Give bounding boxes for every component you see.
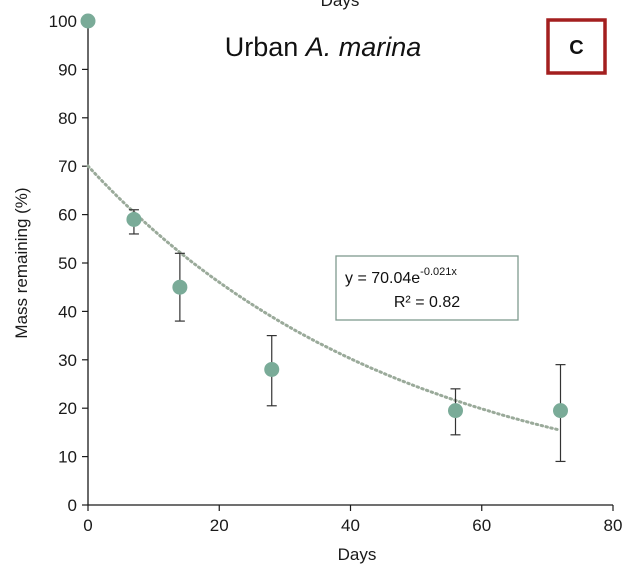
data-point [80,13,96,29]
title-prefix: Urban [225,32,306,62]
r-squared: R² = 0.82 [394,294,460,311]
y-tick-label: 30 [58,351,77,370]
trendline-group [86,164,562,432]
x-axis-title: Days [338,545,377,564]
x-tick-label: 20 [210,516,229,535]
title-species: A. marina [304,32,422,62]
y-tick-label: 90 [58,60,77,79]
x-tick-label: 60 [472,516,491,535]
data-point [264,361,280,377]
x-axis-ticks: 0 20 40 60 80 [83,505,622,535]
y-tick-label: 80 [58,109,77,128]
error-bars [128,209,566,463]
x-tick-label: 40 [341,516,360,535]
trend-equation: y = 70.04e-0.021x [345,266,457,287]
trendline [86,164,562,432]
x-tick-label: 80 [604,516,623,535]
y-tick-label: 50 [58,254,77,273]
equation-exponent: -0.021x [420,266,457,278]
data-point [448,403,463,419]
y-tick-label: 100 [49,12,77,31]
data-points [80,13,568,419]
y-tick-label: 40 [58,302,77,321]
data-point [553,403,568,419]
panel-label-box [546,18,607,75]
y-axis-ticks: 0 10 20 30 40 50 60 70 80 90 100 [49,12,88,515]
y-tick-label: 60 [58,206,77,225]
chart-title: Urban A. marina [225,32,422,62]
y-tick-label: 0 [68,496,77,515]
data-point [172,279,188,295]
y-tick-label: 70 [58,157,77,176]
panel-label: C [569,37,583,59]
equation-main: y = 70.04e [345,270,420,287]
equation-box [335,255,519,321]
data-point [126,211,142,227]
y-tick-label: 10 [58,448,77,467]
x-tick-label: 0 [83,516,92,535]
y-tick-label: 20 [58,399,77,418]
top-axis-label: Days [321,0,360,10]
y-axis-title: Mass remaining (%) [12,187,31,338]
